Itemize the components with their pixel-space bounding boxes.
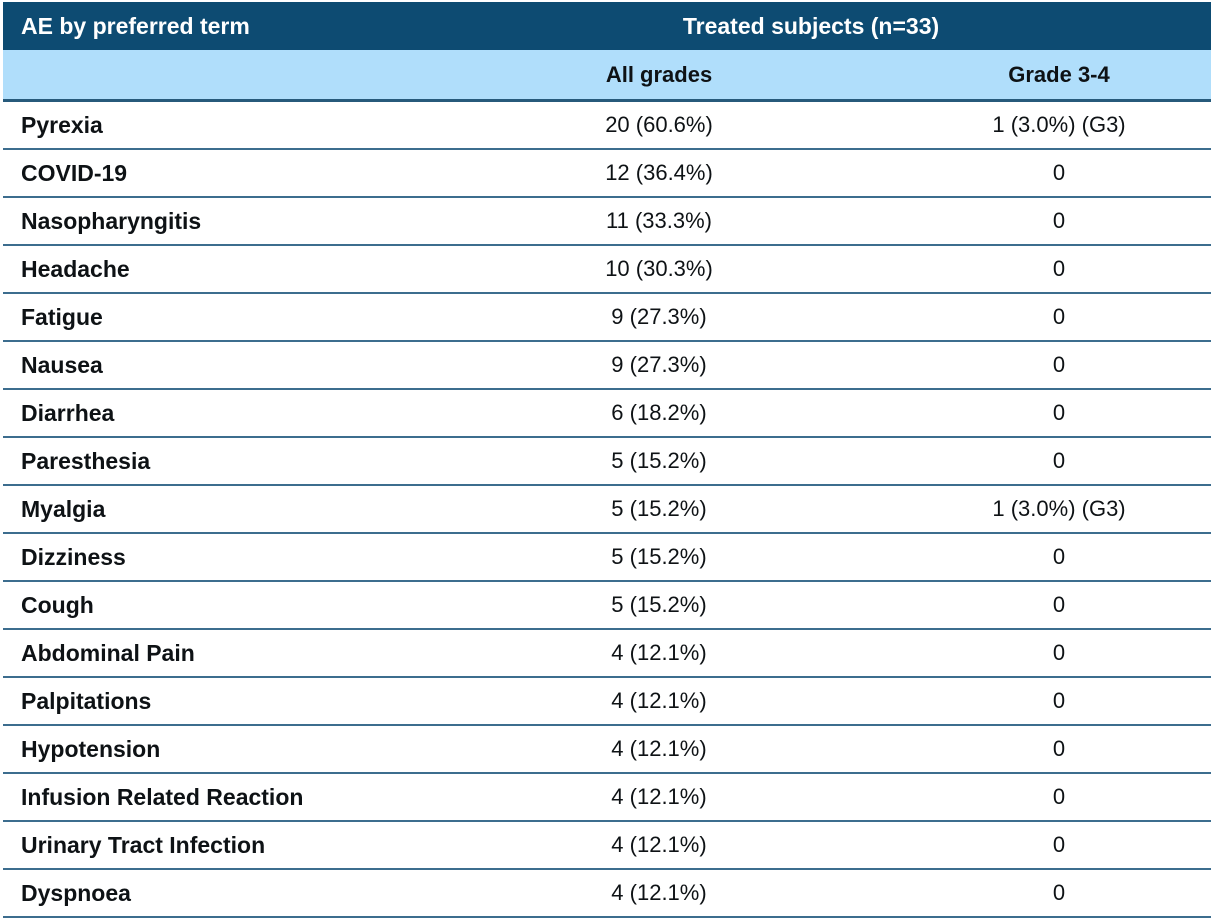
grade-3-4-cell: 0	[907, 821, 1212, 870]
ae-term-cell: Pyrexia	[3, 100, 411, 150]
grade-3-4-cell: 0	[907, 773, 1212, 822]
adverse-events-table: AE by preferred term Treated subjects (n…	[3, 2, 1212, 918]
ae-term-cell: Cough	[3, 581, 411, 630]
table-row: Abdominal Pain 4 (12.1%) 0	[3, 629, 1212, 678]
table-row: Infusion Related Reaction 4 (12.1%) 0	[3, 773, 1212, 822]
table-row: Urinary Tract Infection 4 (12.1%) 0	[3, 821, 1212, 870]
table-row: Dyspnoea 4 (12.1%) 0	[3, 869, 1212, 918]
ae-term-cell: Myalgia	[3, 485, 411, 534]
table-row: Cough 5 (15.2%) 0	[3, 581, 1212, 630]
all-grades-column-header: All grades	[411, 50, 907, 102]
ae-term-cell: Dizziness	[3, 533, 411, 582]
all-grades-cell: 10 (30.3%)	[411, 245, 907, 294]
all-grades-cell: 9 (27.3%)	[411, 293, 907, 342]
table-row: Fatigue 9 (27.3%) 0	[3, 293, 1212, 342]
table-subheader-row: All grades Grade 3-4	[3, 50, 1212, 102]
ae-term-cell: Infusion Related Reaction	[3, 773, 411, 822]
all-grades-cell: 5 (15.2%)	[411, 581, 907, 630]
grade-3-4-cell: 0	[907, 149, 1212, 198]
all-grades-cell: 4 (12.1%)	[411, 821, 907, 870]
ae-term-cell: Dyspnoea	[3, 869, 411, 918]
grade-3-4-cell: 0	[907, 389, 1212, 438]
grade-3-4-cell: 1 (3.0%) (G3)	[907, 485, 1212, 534]
ae-term-cell: Palpitations	[3, 677, 411, 726]
all-grades-cell: 4 (12.1%)	[411, 677, 907, 726]
table-body: Pyrexia 20 (60.6%) 1 (3.0%) (G3) COVID-19 12…	[3, 100, 1212, 918]
table-row: Dizziness 5 (15.2%) 0	[3, 533, 1212, 582]
ae-term-cell: Nausea	[3, 341, 411, 390]
adverse-events-table-container: AE by preferred term Treated subjects (n…	[3, 2, 1212, 918]
table-header-row: AE by preferred term Treated subjects (n…	[3, 2, 1212, 50]
grade-3-4-cell: 0	[907, 629, 1212, 678]
all-grades-cell: 12 (36.4%)	[411, 149, 907, 198]
all-grades-cell: 11 (33.3%)	[411, 197, 907, 246]
grade-3-4-cell: 0	[907, 293, 1212, 342]
table-row: Myalgia 5 (15.2%) 1 (3.0%) (G3)	[3, 485, 1212, 534]
ae-term-cell: Nasopharyngitis	[3, 197, 411, 246]
ae-term-cell: Hypotension	[3, 725, 411, 774]
all-grades-cell: 4 (12.1%)	[411, 725, 907, 774]
grade-3-4-cell: 0	[907, 245, 1212, 294]
grade-3-4-cell: 0	[907, 677, 1212, 726]
grade-3-4-cell: 1 (3.0%) (G3)	[907, 100, 1212, 150]
all-grades-cell: 4 (12.1%)	[411, 773, 907, 822]
treated-subjects-group-header: Treated subjects (n=33)	[411, 2, 1212, 50]
all-grades-cell: 5 (15.2%)	[411, 437, 907, 486]
grade-3-4-cell: 0	[907, 533, 1212, 582]
ae-term-cell: Diarrhea	[3, 389, 411, 438]
table-row: Headache 10 (30.3%) 0	[3, 245, 1212, 294]
table-row: Pyrexia 20 (60.6%) 1 (3.0%) (G3)	[3, 100, 1212, 150]
grade-3-4-cell: 0	[907, 341, 1212, 390]
ae-term-cell: Urinary Tract Infection	[3, 821, 411, 870]
ae-term-cell: Fatigue	[3, 293, 411, 342]
table-row: Nausea 9 (27.3%) 0	[3, 341, 1212, 390]
ae-preferred-term-header: AE by preferred term	[3, 2, 411, 50]
all-grades-cell: 4 (12.1%)	[411, 869, 907, 918]
all-grades-cell: 5 (15.2%)	[411, 533, 907, 582]
all-grades-cell: 5 (15.2%)	[411, 485, 907, 534]
table-row: Paresthesia 5 (15.2%) 0	[3, 437, 1212, 486]
all-grades-cell: 4 (12.1%)	[411, 629, 907, 678]
ae-term-cell: Headache	[3, 245, 411, 294]
table-row: COVID-19 12 (36.4%) 0	[3, 149, 1212, 198]
all-grades-cell: 9 (27.3%)	[411, 341, 907, 390]
ae-term-cell: Abdominal Pain	[3, 629, 411, 678]
table-row: Diarrhea 6 (18.2%) 0	[3, 389, 1212, 438]
ae-term-cell: Paresthesia	[3, 437, 411, 486]
all-grades-cell: 6 (18.2%)	[411, 389, 907, 438]
table-row: Palpitations 4 (12.1%) 0	[3, 677, 1212, 726]
empty-subheader-cell	[3, 50, 411, 102]
all-grades-cell: 20 (60.6%)	[411, 100, 907, 150]
grade-3-4-cell: 0	[907, 869, 1212, 918]
grade-3-4-column-header: Grade 3-4	[907, 50, 1212, 102]
grade-3-4-cell: 0	[907, 725, 1212, 774]
ae-term-cell: COVID-19	[3, 149, 411, 198]
table-row: Hypotension 4 (12.1%) 0	[3, 725, 1212, 774]
table-row: Nasopharyngitis 11 (33.3%) 0	[3, 197, 1212, 246]
grade-3-4-cell: 0	[907, 581, 1212, 630]
grade-3-4-cell: 0	[907, 197, 1212, 246]
grade-3-4-cell: 0	[907, 437, 1212, 486]
